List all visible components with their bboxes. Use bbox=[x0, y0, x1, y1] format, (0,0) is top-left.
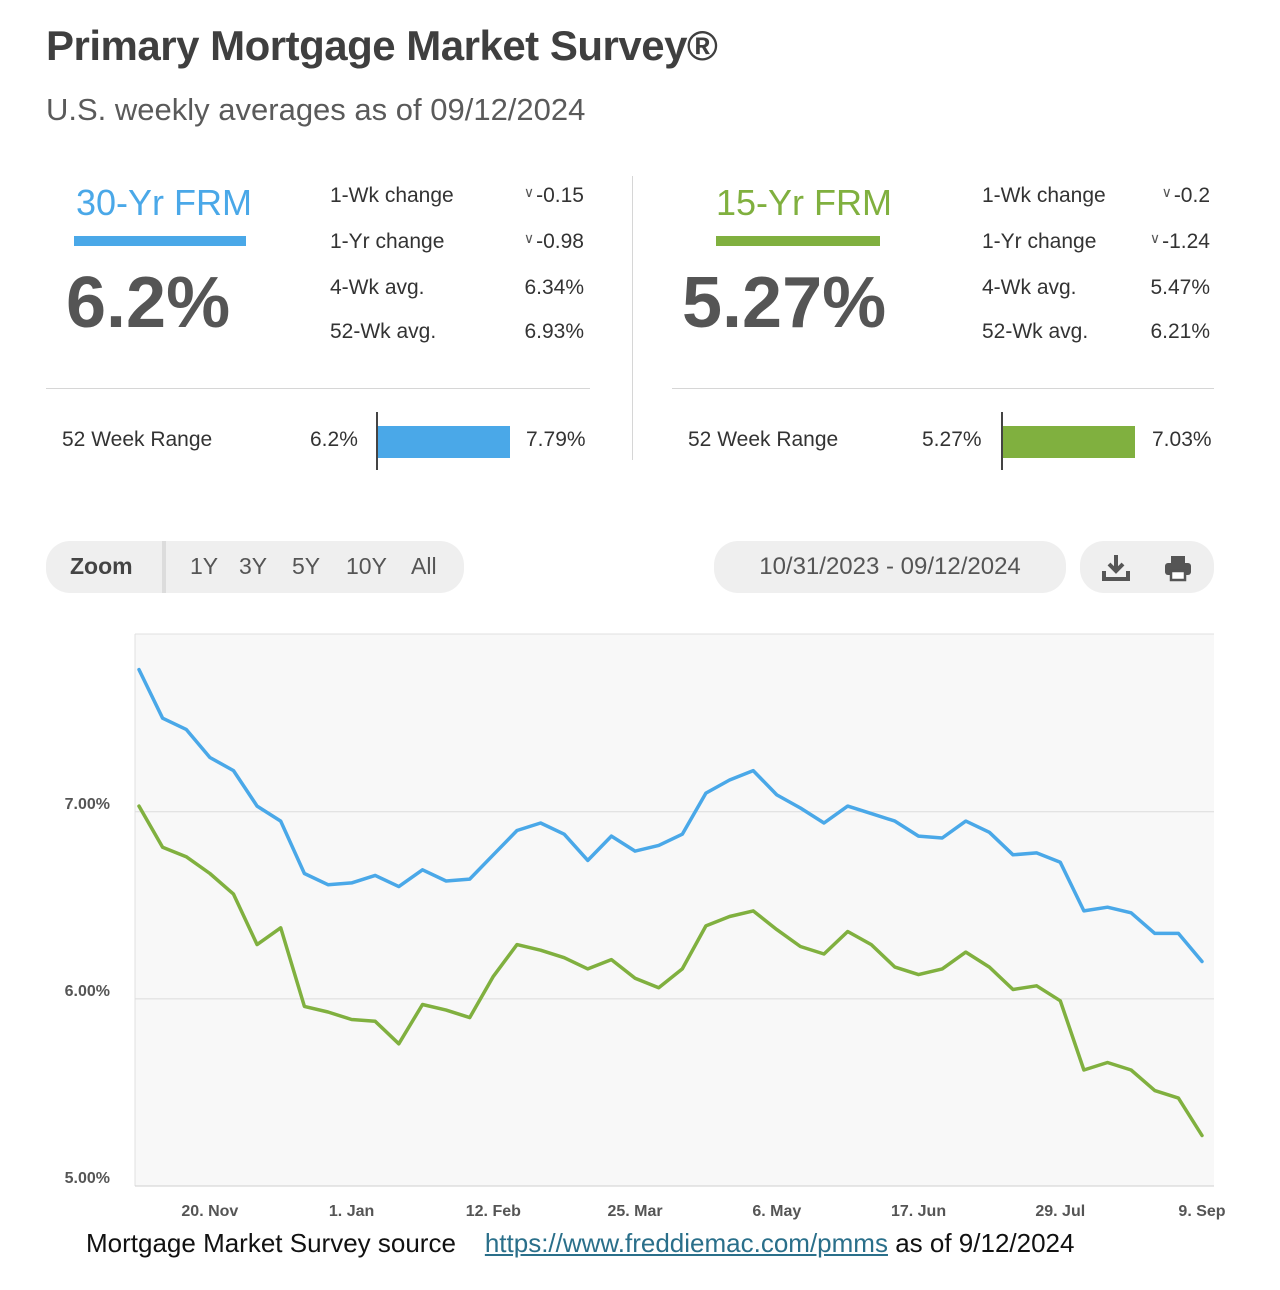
zoom-label: Zoom bbox=[70, 553, 133, 579]
mortgage-rate-chart: 5.00% 6.00% 7.00% 20. Nov 1. Jan 12. Feb 25. … bbox=[65, 633, 1226, 1220]
x-tick-label: 25. Mar bbox=[607, 1203, 662, 1220]
zoom-all-button[interactable]: All bbox=[411, 553, 437, 579]
stat-value: ∨-0.2 bbox=[1161, 184, 1210, 207]
range-low: 6.2% bbox=[310, 428, 358, 451]
stat-label: 4-Wk avg. bbox=[330, 276, 425, 299]
stat-value: ∨-0.15 bbox=[523, 184, 584, 207]
stat-value: ∨-1.24 bbox=[1149, 230, 1210, 253]
zoom-3y-button[interactable]: 3Y bbox=[239, 553, 268, 579]
y-tick-label: 6.00% bbox=[65, 983, 110, 1000]
stat-value: 6.93% bbox=[524, 320, 584, 343]
page-subtitle: U.S. weekly averages as of 09/12/2024 bbox=[46, 92, 586, 127]
y-tick-label: 5.00% bbox=[65, 1170, 110, 1187]
print-button[interactable] bbox=[1162, 553, 1194, 583]
range-high: 7.03% bbox=[1152, 428, 1212, 451]
chevron-down-icon: ∨ bbox=[1161, 184, 1172, 200]
chevron-down-icon: ∨ bbox=[1149, 230, 1161, 246]
zoom-1y-button[interactable]: 1Y bbox=[190, 553, 219, 579]
x-tick-label: 6. May bbox=[752, 1203, 801, 1220]
zoom-5y-button[interactable]: 5Y bbox=[292, 553, 321, 579]
x-tick-label: 9. Sep bbox=[1178, 1203, 1225, 1220]
stat-label: 52-Wk avg. bbox=[982, 320, 1089, 343]
divider bbox=[162, 541, 166, 593]
range-low: 5.27% bbox=[922, 428, 982, 451]
range-label: 52 Week Range bbox=[62, 428, 213, 451]
rate-name-15yr: 15-Yr FRM bbox=[716, 182, 893, 223]
stat-value: 5.47% bbox=[1150, 276, 1210, 299]
x-tick-label: 1. Jan bbox=[329, 1203, 374, 1220]
series-line-30-yr-frm bbox=[137, 667, 1204, 964]
stat-label: 1-Wk change bbox=[330, 184, 454, 207]
stat-label: 1-Yr change bbox=[982, 230, 1097, 253]
source-footer: Mortgage Market Survey source https://ww… bbox=[86, 1228, 1074, 1259]
y-tick-label: 7.00% bbox=[65, 796, 110, 813]
range-bar-30yr bbox=[378, 426, 510, 458]
range-marker bbox=[376, 412, 378, 470]
stat-label: 1-Wk change bbox=[982, 184, 1106, 207]
download-icon bbox=[1102, 555, 1130, 581]
stat-value: 6.21% bbox=[1150, 320, 1210, 343]
page-title: Primary Mortgage Market Survey® bbox=[46, 22, 718, 69]
plot-area bbox=[135, 634, 1214, 1186]
chevron-down-icon: ∨ bbox=[523, 184, 535, 200]
chevron-down-icon: ∨ bbox=[523, 230, 535, 246]
stat-label: 4-Wk avg. bbox=[982, 276, 1077, 299]
date-range-input[interactable]: 10/31/2023 - 09/12/2024 bbox=[714, 541, 1066, 593]
x-tick-label: 17. Jun bbox=[891, 1203, 946, 1220]
x-tick-label: 20. Nov bbox=[181, 1203, 238, 1220]
divider bbox=[632, 176, 633, 460]
stat-value: ∨-0.98 bbox=[523, 230, 584, 253]
source-link[interactable]: https://www.freddiemac.com/pmms bbox=[484, 1228, 888, 1258]
rate-value-15yr: 5.27% bbox=[682, 263, 887, 343]
x-tick-label: 12. Feb bbox=[466, 1203, 521, 1220]
range-label: 52 Week Range bbox=[688, 428, 839, 451]
rate-color-bar-15yr bbox=[716, 236, 880, 246]
range-high: 7.79% bbox=[526, 428, 586, 451]
x-tick-label: 29. Jul bbox=[1035, 1203, 1085, 1220]
stat-label: 1-Yr change bbox=[330, 230, 445, 253]
print-icon bbox=[1165, 556, 1191, 582]
series-line-15-yr-frm bbox=[137, 804, 1204, 1138]
rate-name-30yr: 30-Yr FRM bbox=[76, 182, 253, 223]
divider bbox=[672, 388, 1214, 389]
download-button[interactable] bbox=[1100, 553, 1132, 583]
zoom-control: Zoom 1Y 3Y 5Y 10Y All bbox=[46, 541, 464, 593]
footer-date: as of 9/12/2024 bbox=[895, 1228, 1075, 1258]
footer-text: Mortgage Market Survey source bbox=[86, 1228, 456, 1258]
rate-color-bar-30yr bbox=[74, 236, 246, 246]
chart-tools bbox=[1080, 541, 1214, 593]
divider bbox=[46, 388, 590, 389]
stat-value: 6.34% bbox=[524, 276, 584, 299]
rate-value-30yr: 6.2% bbox=[66, 263, 231, 343]
range-bar-15yr bbox=[1003, 426, 1135, 458]
range-marker bbox=[1001, 412, 1003, 470]
zoom-10y-button[interactable]: 10Y bbox=[346, 553, 387, 579]
stat-label: 52-Wk avg. bbox=[330, 320, 437, 343]
